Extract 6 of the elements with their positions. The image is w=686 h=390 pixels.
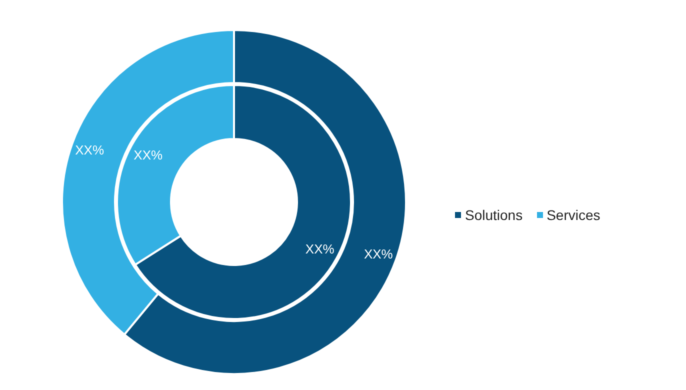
legend-label: Services xyxy=(546,207,600,223)
data-label: XX% xyxy=(305,242,335,257)
data-label: XX% xyxy=(134,147,164,162)
data-label: XX% xyxy=(75,142,104,158)
legend-label: Solutions xyxy=(464,207,523,223)
data-label: XX% xyxy=(364,246,394,262)
